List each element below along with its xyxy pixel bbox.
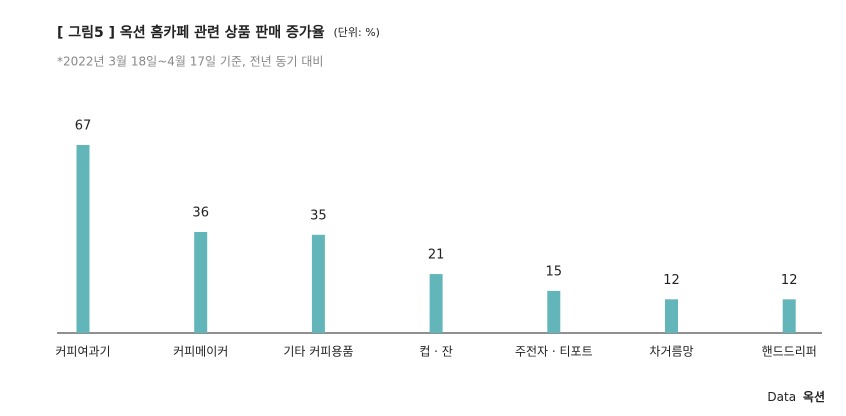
value-label: 15 <box>546 264 563 279</box>
bar <box>76 145 90 333</box>
x-tick-label: 주전자 · 티포트 <box>515 345 593 359</box>
bar <box>311 234 325 333</box>
source-group: Data 옥션 <box>767 389 825 404</box>
value-label: 67 <box>75 119 92 134</box>
x-tick-label: 차거름망 <box>649 345 693 359</box>
x-tick-label: 커피메이커 <box>173 345 228 359</box>
x-tick-label: 핸드드리퍼 <box>762 344 817 359</box>
value-label: 36 <box>192 205 209 220</box>
value-label: 12 <box>663 273 680 288</box>
x-tick-label: 컵 · 잔 <box>419 345 453 359</box>
bar <box>194 231 208 333</box>
value-label: 21 <box>428 248 445 263</box>
chart-title-group: [ 그림5 ] 옥션 홈카페 관련 상품 판매 증가율 (단위: %) <box>57 24 380 41</box>
subtitle: *2022년 3월 18일~4월 17일 기준, 전년 동기 대비 <box>57 55 323 69</box>
unit: (단위: %) <box>333 26 379 39</box>
source-label: Data <box>767 390 796 404</box>
source: 옥션 <box>803 389 825 404</box>
bar <box>429 274 443 333</box>
bar <box>782 299 796 333</box>
value-label: 12 <box>781 273 798 288</box>
chart-title: [ 그림5 ] 옥션 홈카페 관련 상품 판매 증가율 <box>57 24 325 41</box>
value-label: 35 <box>310 208 327 223</box>
x-tick-label: 기타 커피용품 <box>283 345 353 359</box>
x-tick-label: 커피여과기 <box>55 345 110 359</box>
bar <box>547 290 561 333</box>
bar <box>665 299 678 333</box>
